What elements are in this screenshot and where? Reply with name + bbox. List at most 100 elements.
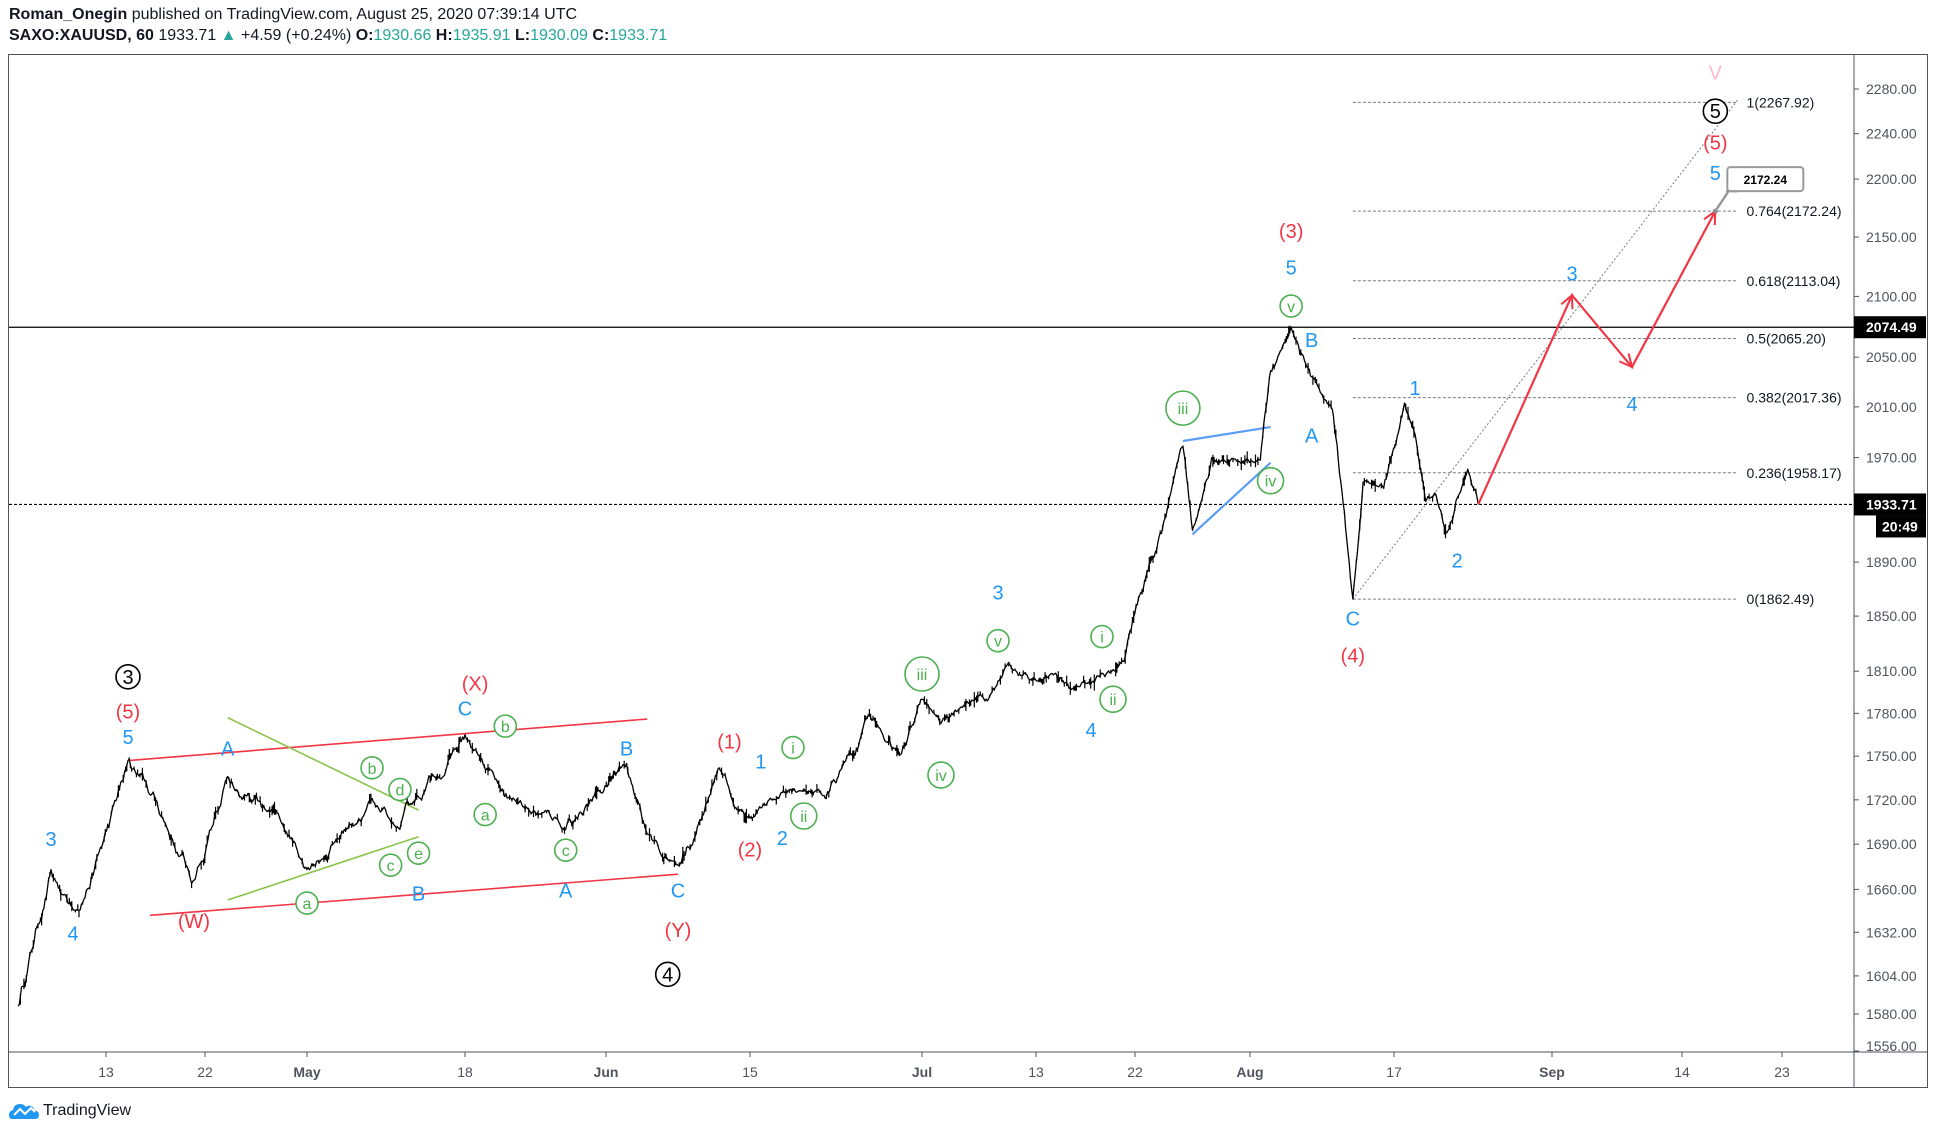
wave-label: 4 — [662, 964, 673, 986]
y-tick-label: 2200.00 — [1866, 171, 1917, 187]
wave-label-circle — [1090, 624, 1114, 649]
y-tick-label: 2280.00 — [1866, 81, 1917, 97]
wave-label: 2 — [1452, 550, 1463, 572]
symbol-name: SAXO:XAUUSD, 60 — [9, 27, 154, 44]
wave-label-circle — [986, 628, 1010, 653]
y-tick-label: 2240.00 — [1866, 126, 1917, 142]
y-tick-label: 1604.00 — [1866, 968, 1917, 984]
fib-level-label: 0.382(2017.36) — [1747, 390, 1842, 406]
y-tick-label: 1850.00 — [1866, 608, 1917, 624]
tradingview-logo[interactable]: TradingView — [9, 1101, 131, 1121]
wave-label: V — [1709, 62, 1723, 84]
wave-label-circle — [1165, 390, 1201, 426]
x-tick-label: May — [293, 1064, 320, 1080]
wave-label: c — [562, 843, 570, 860]
wave-label-circle — [360, 755, 384, 780]
chart-frame — [8, 54, 1928, 1088]
wave-label: 3 — [122, 667, 133, 689]
green-triangle-line — [227, 835, 419, 901]
y-tick-label: 1690.00 — [1866, 836, 1917, 852]
wave-label: B — [620, 739, 633, 761]
wave-label-circle — [553, 838, 578, 862]
wave-label: d — [395, 783, 404, 800]
red-channel-line — [149, 873, 679, 917]
y-tick-label: 2010.00 — [1866, 399, 1917, 415]
wave-label: C — [1346, 608, 1360, 630]
countdown-tag-bg — [1876, 515, 1926, 538]
low-value: 1930.09 — [530, 27, 588, 44]
wave-label-circle — [295, 891, 319, 915]
y-tick-label: 1750.00 — [1866, 748, 1917, 764]
wave-label-circle — [406, 841, 431, 865]
up-triangle-icon: ▲ — [220, 27, 237, 44]
y-tick-label: 1580.00 — [1866, 1006, 1917, 1022]
wave-label-circle — [493, 714, 518, 738]
wave-label-circle — [388, 777, 412, 802]
wave-label: (2) — [738, 840, 762, 862]
countdown-tag: 20:49 — [1882, 518, 1918, 534]
last-price-tag-bg — [1854, 493, 1926, 516]
wave-label: iv — [935, 768, 947, 785]
plot-area: 1(2267.92) 0.764(2172.24) 0.618(2113.04) 0.… — [9, 62, 1854, 1007]
wave-label-circle — [654, 961, 681, 988]
y-tick-label: 1660.00 — [1866, 881, 1917, 897]
wave-label-circle — [781, 735, 805, 760]
wave-label: (5) — [1703, 133, 1727, 155]
wave-label-circle — [1702, 98, 1729, 125]
wave-label: v — [994, 634, 1002, 651]
fib-level-label: 1(2267.92) — [1747, 94, 1815, 110]
high-label: H: — [435, 27, 453, 44]
fib-level-label: 0(1862.49) — [1747, 591, 1815, 607]
wave-label: 5 — [1710, 163, 1721, 185]
callout-pointer — [1714, 189, 1738, 212]
fib-level-label: 0.618(2113.04) — [1747, 273, 1841, 289]
wave-label: b — [501, 719, 510, 736]
wave-label: iv — [1265, 474, 1277, 491]
wave-label: v — [1287, 299, 1295, 316]
price-bar-wicks — [19, 325, 1477, 1005]
x-tick-label: 17 — [1386, 1064, 1402, 1080]
wave-label: 1 — [755, 752, 766, 774]
wave-label: B — [1305, 330, 1318, 352]
callout-text: 2172.24 — [1744, 173, 1788, 187]
author-name[interactable]: Roman_Onegin — [9, 6, 128, 23]
last-price-tag: 1933.71 — [1866, 496, 1917, 512]
wave-label: 5 — [1710, 101, 1721, 123]
blue-wedge-line — [1191, 461, 1272, 536]
fib-level-label: 0.5(2065.20) — [1747, 331, 1826, 347]
wave-label: 3 — [45, 829, 56, 851]
wave-label: A — [559, 880, 573, 902]
y-tick-label: 2050.00 — [1866, 349, 1917, 365]
y-tick-label: 1720.00 — [1866, 792, 1917, 808]
projection-arrowhead — [1560, 293, 1574, 310]
wave-label-circle — [1099, 685, 1127, 714]
wave-label: ii — [1109, 692, 1116, 709]
high-price-tag-bg — [1854, 316, 1926, 339]
x-tick-label: Jul — [912, 1064, 932, 1080]
wave-label: C — [458, 699, 472, 721]
wave-label: e — [414, 846, 423, 863]
x-tick-label: 23 — [1774, 1064, 1790, 1080]
price-change: +4.59 (+0.24%) — [240, 27, 352, 44]
wave-label: a — [303, 896, 312, 913]
y-tick-label: 1632.00 — [1866, 924, 1917, 940]
callout-box — [1726, 166, 1805, 193]
y-tick-label: 2150.00 — [1866, 229, 1917, 245]
wave-label-circle — [1256, 466, 1285, 495]
wave-label: A — [1305, 426, 1319, 448]
wave-label: b — [368, 761, 377, 778]
projection-path — [1477, 210, 1717, 505]
x-tick-label: 13 — [98, 1064, 114, 1080]
y-tick-label: 1780.00 — [1866, 705, 1917, 721]
x-tick-label: 22 — [197, 1064, 213, 1080]
x-tick-label: 14 — [1674, 1064, 1690, 1080]
fib-level-label: 0.764(2172.24) — [1747, 203, 1842, 219]
high-price-tag: 2074.49 — [1866, 319, 1917, 335]
wave-label: B — [412, 883, 425, 905]
last-price: 1933.71 — [158, 27, 217, 44]
x-tick-label: Aug — [1236, 1064, 1263, 1080]
wave-label: 2 — [777, 828, 788, 850]
wave-label-circle — [378, 853, 403, 877]
wave-label: 5 — [1286, 258, 1297, 280]
